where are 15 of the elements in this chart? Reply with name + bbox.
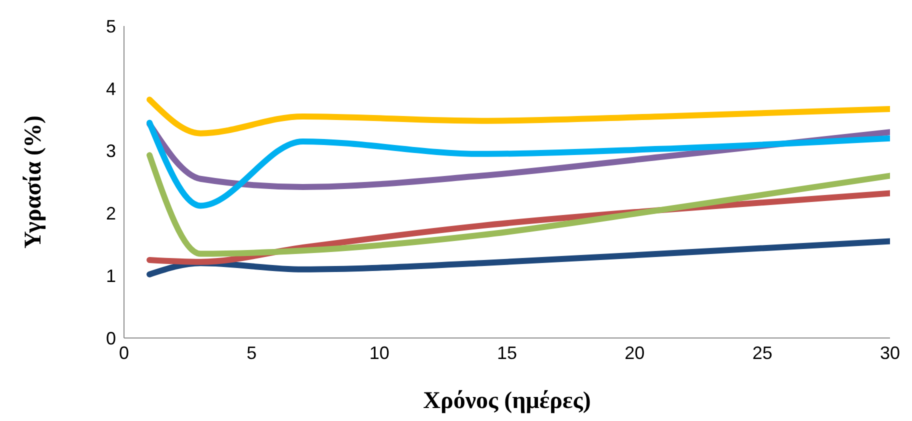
x-tick-label: 20 [624,342,645,363]
x-axis-title: Χρόνος (ημέρες) [423,388,591,414]
y-tick-label: 3 [106,141,116,162]
y-tick-label: 4 [106,78,116,99]
x-tick-label: 25 [752,342,772,363]
y-tick-label: 2 [106,204,116,224]
x-tick-label: 0 [118,342,130,363]
y-tick-label: 0 [106,328,116,348]
y-tick-label: 5 [106,16,116,36]
x-tick-label: 15 [496,342,518,363]
x-tick-label: 30 [880,342,900,363]
y-tick-label: 1 [106,266,116,286]
y-axis-title: Υγρασία (%) [20,116,47,248]
x-tick-label: 10 [369,342,390,363]
x-tick-label: 5 [246,342,257,363]
